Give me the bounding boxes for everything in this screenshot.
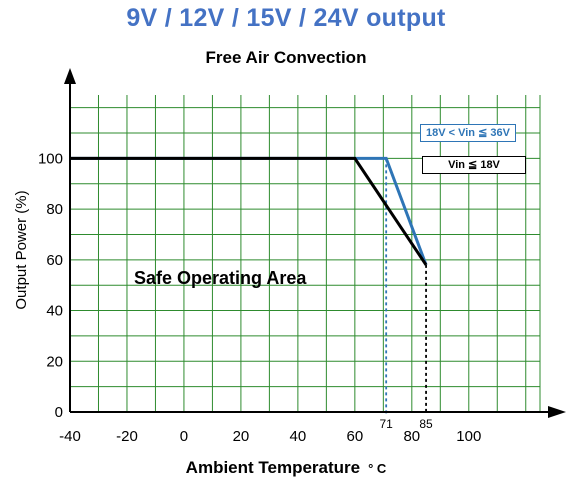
- y-axis-arrow: [64, 68, 76, 84]
- series-line-low-vin: [70, 156, 428, 266]
- y-tick-label: 100: [38, 150, 63, 167]
- x-tick-label: 80: [403, 428, 420, 445]
- series-line-high-vin: [70, 156, 428, 266]
- legend-high-vin: 18V < Vin ≦ 36V: [420, 124, 516, 142]
- x-marker-tick-label: 85: [419, 417, 433, 431]
- chart-axes: [64, 68, 566, 418]
- y-tick-label: 20: [46, 353, 63, 370]
- x-tick-label: 40: [290, 428, 307, 445]
- x-tick-label: -20: [116, 428, 138, 445]
- y-tick-label: 40: [46, 303, 63, 320]
- chart-series: [70, 156, 428, 266]
- x-tick-label: 0: [180, 428, 188, 445]
- x-axis-label: Ambient Temperature: [185, 458, 361, 477]
- x-tick-label: 60: [347, 428, 364, 445]
- safe-operating-area-label: Safe Operating Area: [134, 268, 307, 288]
- tick-labels: 0 20 40 60 80 100 -40 -20 0 20 40 60 80 100 71 85: [38, 150, 481, 445]
- x-axis-arrow: [548, 406, 566, 418]
- y-axis-label: Output Power (%): [13, 190, 30, 309]
- y-tick-label: 0: [55, 404, 63, 421]
- chart-grid: [70, 95, 541, 412]
- x-tick-label: -40: [59, 428, 81, 445]
- legend-low-vin: Vin ≦ 18V: [422, 156, 526, 174]
- x-tick-label: 100: [456, 428, 481, 445]
- x-axis-unit: ° C: [368, 461, 387, 476]
- x-axis-title: Ambient Temperature ° C: [0, 458, 572, 478]
- y-tick-label: 60: [46, 252, 63, 269]
- reference-lines: [385, 158, 427, 414]
- x-tick-label: 20: [233, 428, 250, 445]
- y-tick-label: 80: [46, 201, 63, 218]
- chart-subtitle: Free Air Convection: [205, 48, 367, 67]
- x-marker-tick-label: 71: [380, 417, 394, 431]
- chart-title: 9V / 12V / 15V / 24V output: [126, 4, 446, 32]
